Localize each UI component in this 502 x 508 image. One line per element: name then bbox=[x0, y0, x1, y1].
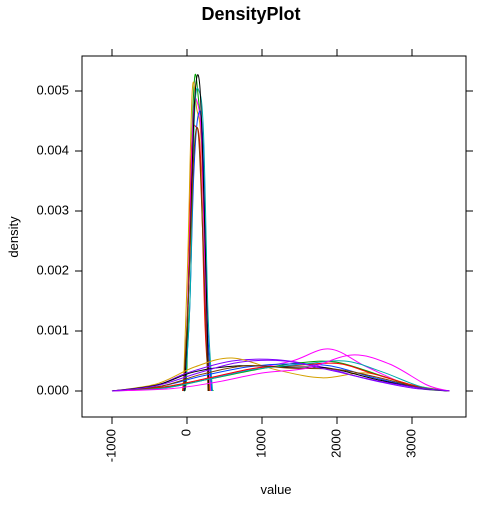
y-tick-label: 0.000 bbox=[36, 382, 69, 397]
series-lines bbox=[111, 73, 450, 392]
series-line bbox=[184, 87, 213, 392]
chart-title: DensityPlot bbox=[201, 4, 301, 24]
x-axis: -1000 0 1000 2000 3000 bbox=[103, 49, 418, 462]
series-line bbox=[111, 359, 450, 392]
y-axis: 0.000 0.001 0.002 0.003 0.004 0.005 bbox=[36, 82, 473, 397]
series-line bbox=[111, 362, 450, 392]
x-tick-label: 3000 bbox=[403, 429, 418, 458]
x-tick-label: 2000 bbox=[328, 429, 343, 458]
y-tick-label: 0.005 bbox=[36, 82, 69, 97]
x-axis-label: value bbox=[260, 482, 291, 497]
x-tick-label: 0 bbox=[178, 429, 193, 436]
series-line bbox=[111, 360, 450, 392]
y-tick-label: 0.002 bbox=[36, 262, 69, 277]
x-tick-label: 1000 bbox=[253, 429, 268, 458]
series-line bbox=[111, 354, 450, 392]
y-tick-label: 0.004 bbox=[36, 142, 69, 157]
plot-area bbox=[81, 55, 467, 418]
x-tick-label: -1000 bbox=[103, 429, 118, 462]
series-line bbox=[182, 126, 209, 392]
y-axis-label: density bbox=[6, 216, 21, 258]
y-tick-label: 0.003 bbox=[36, 202, 69, 217]
y-tick-label: 0.001 bbox=[36, 322, 69, 337]
series-line bbox=[111, 365, 450, 392]
